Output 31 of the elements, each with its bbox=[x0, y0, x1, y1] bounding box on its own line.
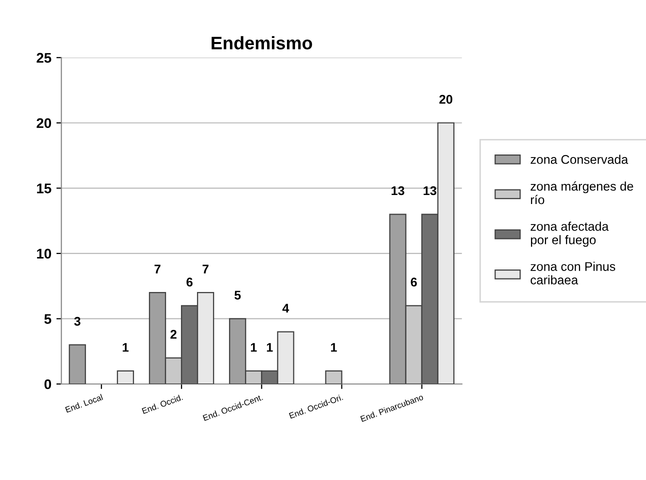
legend-label: zona márgenes de río bbox=[530, 181, 634, 204]
data-label: 2 bbox=[170, 330, 176, 339]
data-label: 7 bbox=[154, 264, 160, 274]
data-label: 6 bbox=[410, 278, 417, 287]
x-tick-label: End. Local bbox=[65, 394, 103, 413]
bar bbox=[325, 370, 342, 384]
data-label: 13 bbox=[424, 186, 436, 196]
y-tick-label: 5 bbox=[44, 314, 52, 324]
bar bbox=[116, 370, 134, 384]
data-label: 6 bbox=[186, 278, 193, 287]
data-label: 3 bbox=[74, 316, 80, 326]
data-label: 1 bbox=[122, 343, 129, 352]
data-label: 20 bbox=[439, 94, 452, 104]
x-tick-label: End. Occid. bbox=[142, 394, 183, 414]
legend-label: zona afectada por el fuego bbox=[530, 222, 609, 247]
y-tick-label: 0 bbox=[44, 379, 52, 390]
y-tick-label: 15 bbox=[37, 184, 52, 194]
data-label: 1 bbox=[331, 343, 337, 352]
data-label: 4 bbox=[282, 304, 290, 313]
y-tick-label: 25 bbox=[36, 52, 52, 63]
bar bbox=[68, 344, 86, 384]
data-label: 13 bbox=[392, 186, 404, 196]
data-label: 7 bbox=[202, 264, 208, 274]
data-label: 1 bbox=[266, 343, 273, 352]
legend-label: zona Conservada bbox=[530, 154, 628, 164]
y-tick-label: 20 bbox=[36, 118, 52, 128]
chart-title: Endemismo bbox=[212, 36, 312, 50]
data-label: 5 bbox=[234, 290, 241, 300]
y-tick-label: 10 bbox=[37, 248, 52, 259]
legend-label: zona con Pinus caribaea bbox=[530, 262, 616, 284]
data-label: 1 bbox=[250, 343, 257, 352]
